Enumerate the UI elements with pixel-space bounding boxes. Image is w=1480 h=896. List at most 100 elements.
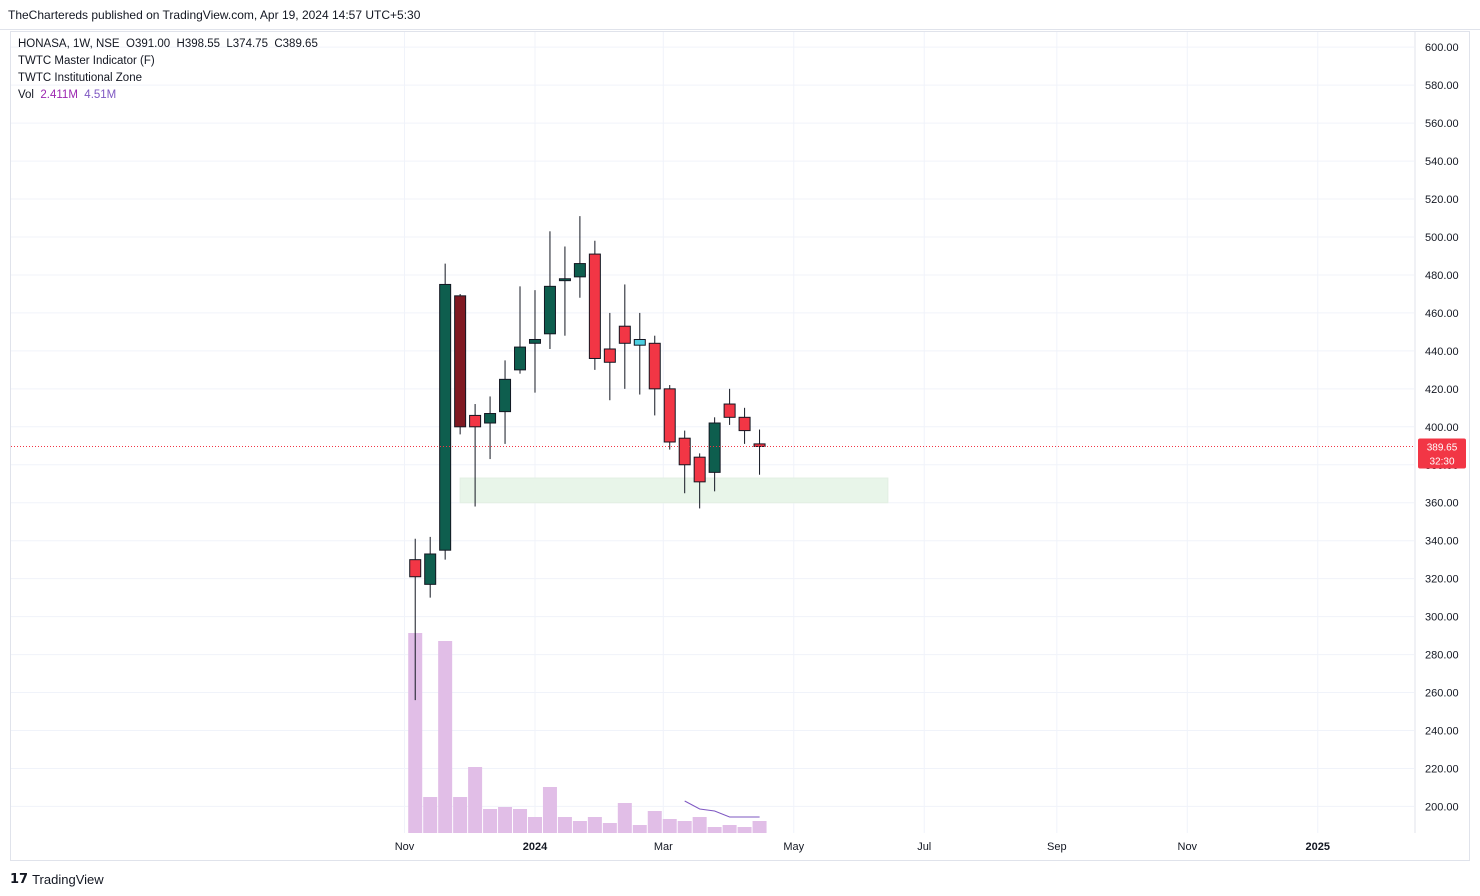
candle-body[interactable]: [439, 283, 452, 551]
x-tick-label: Jul: [917, 841, 931, 853]
volume-bar: [513, 809, 528, 833]
volume-bar: [692, 817, 707, 833]
chart-frame[interactable]: [10, 31, 1470, 861]
volume-bar: [647, 811, 662, 833]
x-tick-label: 2024: [523, 841, 548, 853]
y-tick-label: 580.00: [1425, 80, 1459, 92]
legend-vol-label: Vol: [18, 89, 34, 101]
candle-body[interactable]: [648, 342, 661, 390]
y-tick-label: 560.00: [1425, 118, 1459, 130]
candle-body[interactable]: [514, 346, 527, 371]
volume-bar: [632, 825, 647, 833]
candle-body[interactable]: [633, 338, 646, 346]
tradingview-logo-icon: 𝟭𝟳: [10, 871, 29, 887]
volume-bar: [438, 641, 453, 833]
y-tick-label: 240.00: [1425, 726, 1459, 738]
x-tick-label: 2025: [1306, 841, 1330, 853]
candle-body[interactable]: [499, 378, 512, 413]
volume-bar: [483, 809, 498, 833]
legend-symbol: HONASA, 1W, NSE: [18, 38, 120, 50]
volume-bar: [453, 797, 468, 833]
y-tick-label: 300.00: [1425, 612, 1459, 624]
legend-indicator-zone[interactable]: TWTC Institutional Zone: [18, 72, 142, 84]
last-price-tag[interactable]: [1418, 438, 1466, 469]
candle-body[interactable]: [588, 253, 601, 359]
volume-bar: [722, 825, 737, 833]
volume-ma-line: [684, 800, 760, 818]
institutional-zone[interactable]: [459, 477, 889, 504]
y-tick-label: 500.00: [1425, 232, 1459, 244]
candle-body[interactable]: [723, 403, 736, 418]
candle-body[interactable]: [708, 422, 721, 473]
x-tick-label: Nov: [395, 841, 415, 853]
candle-body[interactable]: [454, 295, 467, 428]
volume-bar: [572, 821, 587, 833]
y-tick-label: 420.00: [1425, 384, 1459, 396]
volume-bar: [677, 821, 692, 833]
legend-low: L374.75: [226, 38, 268, 50]
legend-vol-value: 2.411M: [40, 89, 78, 101]
volume-bar: [527, 817, 542, 833]
header-bar: TheChartereds published on TradingView.c…: [0, 0, 1480, 30]
candle-body[interactable]: [753, 443, 766, 447]
last-price-value: 389.65: [1427, 442, 1458, 453]
y-tick-label: 520.00: [1425, 194, 1459, 206]
volume-bar: [602, 823, 617, 833]
volume-bar: [617, 803, 632, 833]
candle-body[interactable]: [678, 437, 691, 466]
y-tick-label: 260.00: [1425, 688, 1459, 700]
candle-body[interactable]: [618, 325, 631, 344]
y-tick-label: 400.00: [1425, 422, 1459, 434]
footer: 𝟭𝟳 TradingView: [10, 869, 104, 889]
x-tick-label: Nov: [1178, 841, 1198, 853]
volume-bar: [587, 817, 602, 833]
legend-vol-ma: 4.51M: [84, 89, 117, 101]
candle-body[interactable]: [573, 263, 586, 278]
volume-bar: [468, 767, 483, 833]
y-tick-label: 200.00: [1425, 801, 1459, 813]
candle-body[interactable]: [409, 559, 422, 578]
y-tick-label: 320.00: [1425, 574, 1459, 586]
candle-body[interactable]: [693, 456, 706, 483]
candle-body[interactable]: [543, 285, 556, 335]
candle-body[interactable]: [603, 348, 616, 363]
footer-brand[interactable]: TradingView: [32, 871, 104, 887]
x-tick-label: Mar: [654, 841, 673, 853]
candle-body[interactable]: [738, 416, 751, 432]
legend-close: C389.65: [274, 38, 318, 50]
bar-countdown: 32:30: [1429, 456, 1454, 467]
y-tick-label: 440.00: [1425, 346, 1459, 358]
y-tick-label: 220.00: [1425, 763, 1459, 775]
y-tick-label: 540.00: [1425, 156, 1459, 168]
x-tick-label: Sep: [1047, 841, 1067, 853]
y-tick-label: 360.00: [1425, 498, 1459, 510]
y-tick-label: 600.00: [1425, 42, 1459, 54]
publish-info: TheChartereds published on TradingView.c…: [8, 8, 421, 22]
legend-ohlc-row[interactable]: HONASA, 1W, NSE O391.00 H398.55 L374.75 …: [18, 36, 318, 53]
x-tick-label: May: [783, 841, 804, 853]
volume-bar: [752, 821, 767, 833]
candle-body[interactable]: [424, 553, 437, 585]
volume-bar: [408, 633, 423, 833]
y-tick-label: 480.00: [1425, 270, 1459, 282]
candle-body[interactable]: [484, 413, 497, 424]
candle-body[interactable]: [528, 338, 541, 344]
volume-bar: [737, 827, 752, 833]
candle-body[interactable]: [469, 414, 482, 428]
legend-volume-row[interactable]: Vol 2.411M 4.51M: [18, 87, 318, 104]
volume-bar: [707, 827, 722, 833]
volume-bar: [498, 807, 513, 833]
volume-bar: [662, 819, 677, 833]
legend-indicator-master[interactable]: TWTC Master Indicator (F): [18, 55, 155, 67]
candle-body[interactable]: [558, 278, 571, 282]
volume-bar: [557, 817, 572, 833]
candle-body[interactable]: [663, 388, 676, 443]
volume-bar: [423, 797, 438, 833]
legend-open: O391.00: [126, 38, 171, 50]
chart-legend: HONASA, 1W, NSE O391.00 H398.55 L374.75 …: [18, 36, 318, 104]
y-tick-label: 460.00: [1425, 308, 1459, 320]
y-tick-label: 280.00: [1425, 650, 1459, 662]
y-tick-label: 340.00: [1425, 536, 1459, 548]
legend-high: H398.55: [176, 38, 220, 50]
